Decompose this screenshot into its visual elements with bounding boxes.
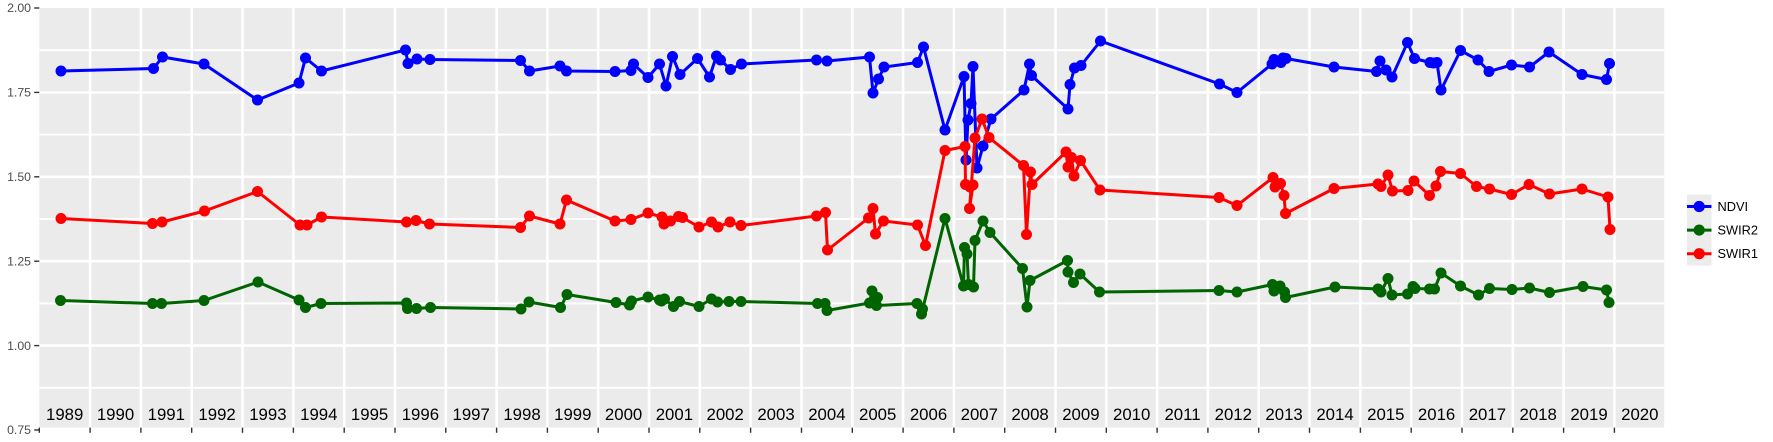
svg-text:2020: 2020 — [1621, 405, 1658, 424]
svg-text:2014: 2014 — [1316, 405, 1353, 424]
svg-text:1996: 1996 — [402, 405, 439, 424]
svg-text:1999: 1999 — [554, 405, 591, 424]
svg-text:1995: 1995 — [351, 405, 388, 424]
svg-text:1990: 1990 — [97, 405, 134, 424]
svg-text:2006: 2006 — [910, 405, 947, 424]
svg-text:2019: 2019 — [1570, 405, 1607, 424]
svg-text:2007: 2007 — [961, 405, 998, 424]
svg-text:1991: 1991 — [148, 405, 185, 424]
svg-text:2013: 2013 — [1265, 405, 1302, 424]
svg-text:0.75: 0.75 — [7, 423, 31, 437]
svg-text:1989: 1989 — [46, 405, 83, 424]
svg-text:1.50: 1.50 — [7, 170, 31, 184]
svg-text:2003: 2003 — [757, 405, 794, 424]
svg-text:2008: 2008 — [1011, 405, 1048, 424]
svg-text:2010: 2010 — [1113, 405, 1150, 424]
svg-text:1.75: 1.75 — [7, 86, 31, 100]
svg-text:1993: 1993 — [249, 405, 286, 424]
svg-text:1.25: 1.25 — [7, 254, 31, 268]
svg-text:2018: 2018 — [1520, 405, 1557, 424]
svg-text:2005: 2005 — [859, 405, 896, 424]
svg-text:1998: 1998 — [503, 405, 540, 424]
svg-text:NDVI: NDVI — [1718, 199, 1749, 214]
svg-text:2002: 2002 — [707, 405, 744, 424]
svg-text:2016: 2016 — [1418, 405, 1455, 424]
svg-text:2.00: 2.00 — [7, 1, 31, 15]
svg-text:SWIR2: SWIR2 — [1718, 222, 1759, 237]
svg-text:2004: 2004 — [808, 405, 845, 424]
svg-text:1994: 1994 — [300, 405, 337, 424]
svg-text:2001: 2001 — [656, 405, 693, 424]
svg-text:1997: 1997 — [453, 405, 490, 424]
svg-text:2009: 2009 — [1062, 405, 1099, 424]
svg-text:SWIR1: SWIR1 — [1718, 246, 1759, 261]
svg-text:1.00: 1.00 — [7, 339, 31, 353]
svg-text:1992: 1992 — [198, 405, 235, 424]
svg-text:2015: 2015 — [1367, 405, 1404, 424]
svg-text:2011: 2011 — [1164, 405, 1200, 424]
svg-text:2000: 2000 — [605, 405, 642, 424]
svg-text:2012: 2012 — [1215, 405, 1252, 424]
svg-text:2017: 2017 — [1469, 405, 1506, 424]
